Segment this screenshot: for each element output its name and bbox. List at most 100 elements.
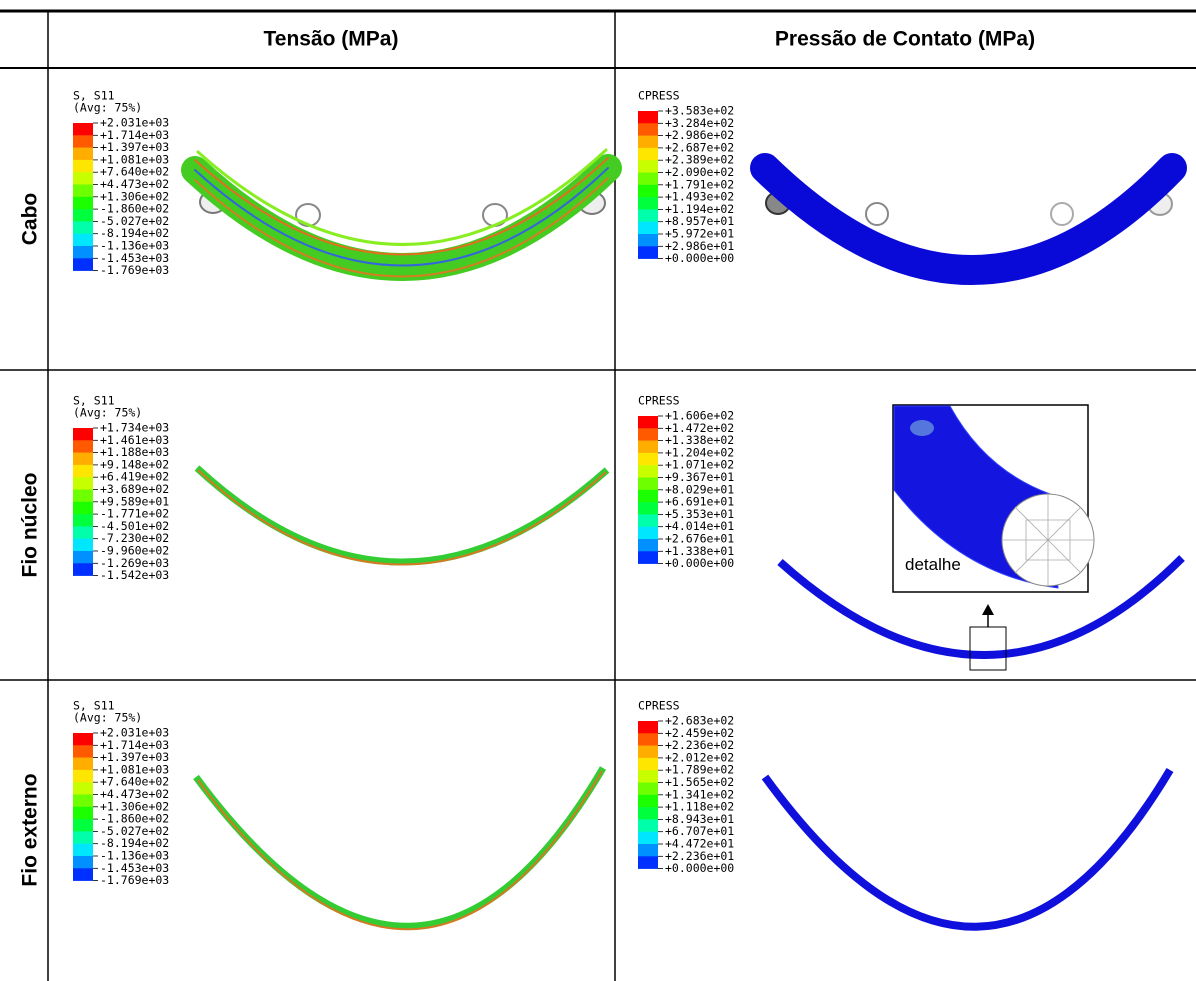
legend-value: +6.419e+02	[100, 470, 169, 484]
legend-swatch	[638, 209, 658, 222]
legend-swatch	[638, 172, 658, 186]
legend-swatch	[73, 159, 93, 173]
legend-swatch	[638, 160, 658, 173]
legend-value: +9.367e+01	[665, 470, 734, 484]
legend-value: +1.081e+03	[100, 152, 169, 166]
legend-swatch	[73, 440, 93, 453]
legend-swatch	[638, 123, 658, 136]
legend-value: +1.493e+02	[665, 190, 734, 204]
legend-swatch	[638, 111, 658, 124]
legend-value: -1.860e+02	[100, 202, 169, 216]
legend-swatch	[638, 819, 658, 832]
legend-value: -1.453e+03	[100, 251, 169, 265]
legend-value: +0.000e+00	[665, 556, 734, 570]
legend-swatch	[638, 844, 658, 857]
model-outer-stress-edge	[197, 770, 603, 931]
legend-value: +4.014e+01	[665, 519, 734, 533]
legend-value: +1.188e+03	[100, 445, 169, 459]
arrow-head	[982, 604, 994, 615]
legend-swatch	[638, 234, 658, 247]
legend-swatch	[638, 452, 658, 466]
legend-value: +6.691e+01	[665, 495, 734, 509]
legend-value: +1.461e+03	[100, 433, 169, 447]
model-cable-stress	[181, 148, 622, 281]
legend-swatch	[73, 745, 93, 758]
legend-value: +1.565e+02	[665, 775, 734, 789]
legend-swatch	[73, 196, 93, 210]
detail-inset: detalhe	[892, 404, 1095, 593]
legend-value: +2.012e+02	[665, 750, 734, 764]
legend-swatch	[638, 856, 658, 869]
legend-swatch	[638, 770, 658, 783]
legend-swatch	[638, 782, 658, 796]
legend-swatch	[73, 782, 93, 795]
legend-swatch	[73, 819, 93, 832]
legend-value: +1.734e+03	[100, 421, 169, 435]
column-header: Pressão de Contato (MPa)	[775, 28, 1035, 51]
legend-swatch	[638, 221, 658, 235]
legend-swatch	[638, 465, 658, 478]
legend-swatch	[638, 184, 658, 198]
row-label: Fio externo	[19, 773, 42, 886]
model-core-pressure	[777, 555, 1185, 659]
legend-title: S, S11	[73, 89, 115, 103]
legend-swatch	[73, 769, 93, 783]
column-header: Tensão (MPa)	[264, 28, 399, 51]
legend-title: S, S11	[73, 394, 115, 408]
detail-label: detalhe	[905, 555, 961, 574]
legend-swatch	[73, 856, 93, 869]
detail-box	[969, 626, 1007, 671]
legend-value: +8.029e+01	[665, 482, 734, 496]
legend-swatch	[73, 526, 93, 539]
legend-swatch	[73, 184, 93, 198]
legend-swatch	[638, 733, 658, 746]
legend-value: +1.194e+02	[665, 202, 734, 216]
legend-value: +8.943e+01	[665, 812, 734, 826]
legend-swatch	[638, 428, 658, 441]
legend-value: +2.031e+03	[100, 726, 169, 740]
legend-swatch	[73, 123, 93, 136]
legend-value: +1.338e+01	[665, 544, 734, 558]
legend-value: +5.353e+01	[665, 507, 734, 521]
legend-value: +1.397e+03	[100, 750, 169, 764]
legend-value: +1.341e+02	[665, 787, 734, 801]
legend-swatch	[73, 246, 93, 259]
legend-swatch	[73, 452, 93, 466]
legend-value: +2.236e+01	[665, 849, 734, 863]
legend-value: +8.957e+01	[665, 214, 734, 228]
model-core-stress-edge	[197, 469, 607, 566]
legend-value: +0.000e+00	[665, 861, 734, 875]
legend-value: +1.118e+02	[665, 800, 734, 814]
legend-value: -1.771e+02	[100, 507, 169, 521]
legend-value: +7.640e+02	[100, 165, 169, 179]
legend-swatch	[638, 440, 658, 454]
legend-value: +7.640e+02	[100, 775, 169, 789]
legend-swatch	[73, 733, 93, 746]
legend-value: +1.306e+02	[100, 189, 169, 203]
legend-swatch	[638, 539, 658, 552]
legend-value: +2.090e+02	[665, 165, 734, 179]
legend-value: +2.676e+01	[665, 532, 734, 546]
legend-swatch	[638, 135, 658, 149]
legend-title: (Avg: 75%)	[73, 406, 142, 420]
legend-value: -1.769e+03	[100, 873, 169, 887]
legend-value: -5.027e+02	[100, 214, 169, 228]
model-core-stress	[194, 465, 610, 566]
legend-value: +2.687e+02	[665, 140, 734, 154]
legend-swatch	[73, 147, 93, 161]
legend-value: +1.306e+02	[100, 799, 169, 813]
legend-value: +9.148e+02	[100, 457, 169, 471]
legend-swatch	[73, 209, 93, 222]
legend-value: +4.472e+01	[665, 837, 734, 851]
row-label: Fio núcleo	[19, 473, 42, 578]
legend-value: +2.389e+02	[665, 153, 734, 167]
legends: S, S11(Avg: 75%)+2.031e+03+1.714e+03+1.3…	[73, 89, 734, 887]
legend-swatch	[638, 745, 658, 759]
legend-swatch	[73, 757, 93, 771]
legend-swatch	[638, 477, 658, 491]
legend-value: +3.583e+02	[665, 104, 734, 118]
legend-value: +1.791e+02	[665, 177, 734, 191]
legend-value: +2.683e+02	[665, 714, 734, 728]
legend-value: +6.707e+01	[665, 824, 734, 838]
model-outer-pressure	[761, 767, 1174, 931]
